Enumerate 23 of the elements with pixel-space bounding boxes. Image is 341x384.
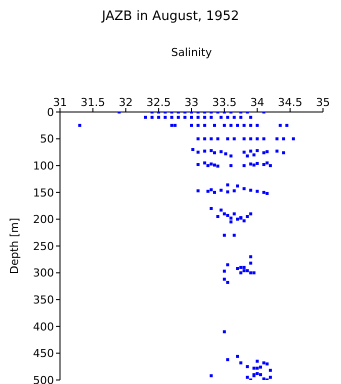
y-axis-title: Depth [m] bbox=[8, 218, 21, 274]
y-tick-label: 250 bbox=[33, 240, 54, 253]
x-tick-label: 32.5 bbox=[146, 96, 171, 109]
x-tick-label: 32 bbox=[118, 96, 133, 109]
y-tick-label: 450 bbox=[33, 347, 54, 360]
y-tick-label: 500 bbox=[33, 374, 54, 384]
y-tick-label: 0 bbox=[47, 106, 54, 119]
x-tick-label: 35 bbox=[316, 96, 330, 109]
y-tick-label: 400 bbox=[33, 320, 54, 334]
x-tick-label: 33.5 bbox=[212, 96, 237, 109]
x-tick-label: 34 bbox=[250, 96, 264, 109]
x-tick-label: 34.5 bbox=[278, 96, 302, 109]
y-tick-label: 50 bbox=[40, 132, 54, 146]
chart-title: JAZB in August, 1952 bbox=[100, 8, 240, 26]
y-tick-label: 300 bbox=[33, 266, 54, 280]
y-tick-label: 200 bbox=[33, 213, 54, 226]
x-tick-label: 31 bbox=[53, 96, 67, 109]
y-tick-label: 350 bbox=[33, 294, 54, 307]
y-tick-label: 150 bbox=[33, 186, 54, 200]
x-tick-label: 33 bbox=[184, 96, 198, 109]
y-tick-label: 100 bbox=[33, 160, 54, 173]
x-axis-title: Salinity bbox=[171, 46, 212, 59]
x-tick-label: 31.5 bbox=[80, 96, 106, 109]
